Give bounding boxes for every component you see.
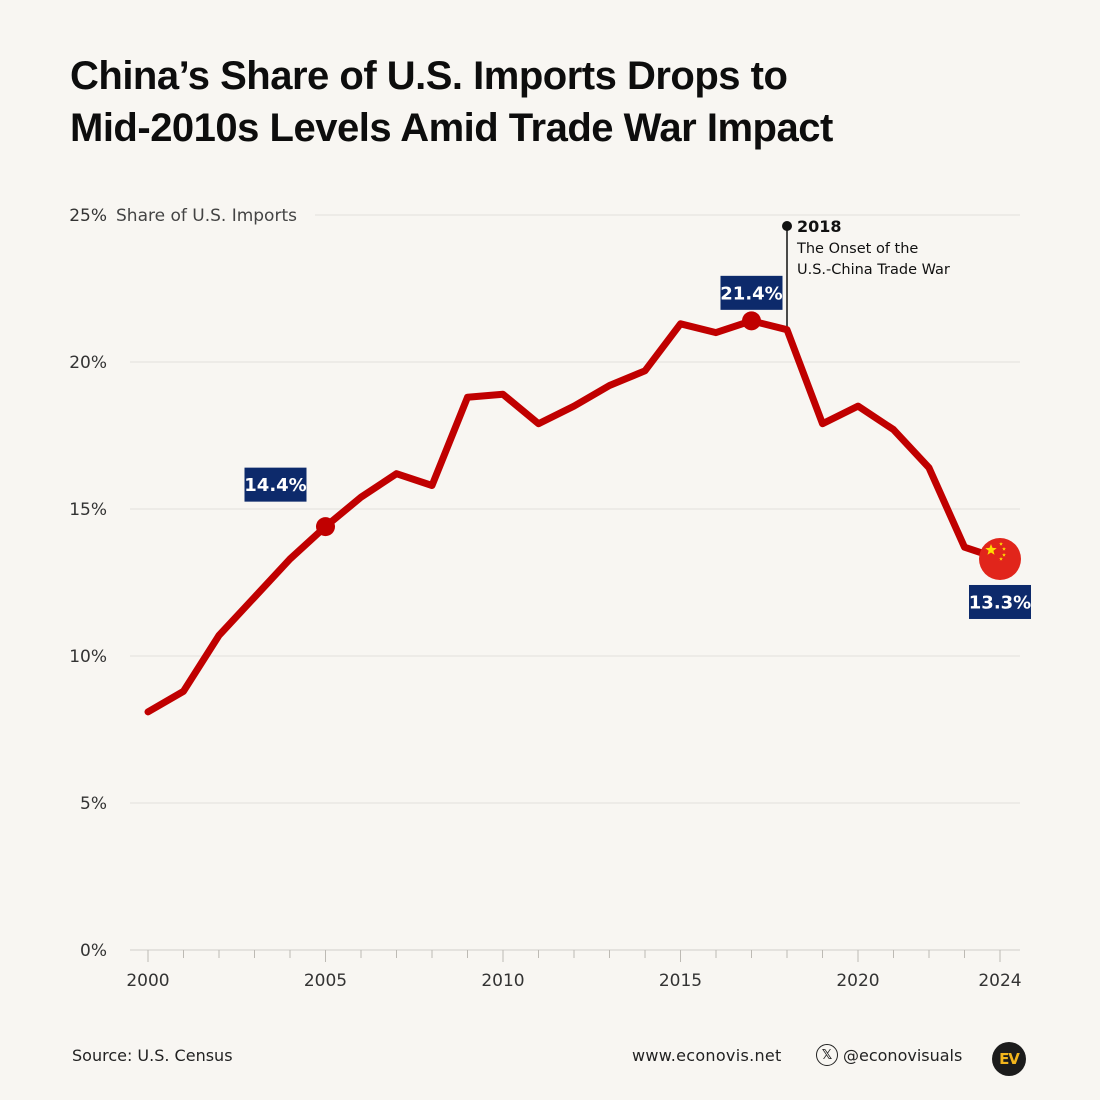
y-tick-label-10: 10% (69, 647, 107, 667)
x-tick-label-2020: 2020 (836, 971, 879, 991)
y-axis-label: Share of U.S. Imports (116, 206, 297, 226)
china-flag-icon (979, 537, 1021, 580)
flag-small-star-4 (999, 557, 1003, 561)
x-logo-icon: 𝕏 (816, 1044, 838, 1066)
trade-war-annotation: 2018 The Onset of the U.S.-China Trade W… (782, 217, 950, 330)
label-badge-2005-box (244, 467, 307, 502)
page-title: China’s Share of U.S. Imports Drops to M… (70, 50, 1030, 154)
social-handle-text: @econovisuals (843, 1045, 963, 1065)
y-tick-label-15: 15% (69, 500, 107, 520)
flag-small-star-1 (999, 542, 1003, 546)
annotation-year: 2018 (797, 217, 842, 236)
website-link[interactable]: www.econovis.net (632, 1046, 782, 1065)
x-tick-label-2005: 2005 (304, 971, 347, 991)
line-chart: 0% 5% 10% 15% 20% 25% Share of U.S. Imports 2… (69, 206, 1031, 991)
highlight-dot-2017 (742, 311, 761, 331)
flag-small-star-3 (1002, 553, 1006, 557)
flag-small-star-2 (1002, 547, 1006, 551)
title-line-2: Mid-2010s Levels Amid Trade War Impact (70, 106, 833, 150)
grid-layer (130, 214, 1020, 951)
label-badge-2024-box (969, 584, 1031, 619)
y-tick-label-0: 0% (80, 941, 107, 961)
highlight-dot-2005 (316, 517, 335, 537)
label-badge-2017-box (720, 275, 783, 310)
annotation-dot (782, 221, 792, 231)
source-note: Source: U.S. Census (72, 1046, 233, 1065)
y-tick-label-25: 25% (69, 206, 107, 226)
x-tick-label-2024: 2024 (978, 971, 1021, 991)
x-axis: 2000 2005 2010 2015 2020 2024 (126, 950, 1022, 991)
x-tick-label-2015: 2015 (659, 971, 702, 991)
social-handle[interactable]: 𝕏 @econovisuals (816, 1044, 962, 1066)
econovis-logo: EV (992, 1042, 1026, 1076)
annotation-text-line-2: U.S.-China Trade War (797, 262, 950, 278)
x-tick-label-2010: 2010 (481, 971, 524, 991)
y-tick-labels: 0% 5% 10% 15% 20% 25% (69, 206, 107, 961)
series-line-china-share (144, 317, 1004, 716)
annotation-text-line-1: The Onset of the (796, 241, 918, 257)
title-line-1: China’s Share of U.S. Imports Drops to (70, 54, 788, 98)
x-tick-label-2000: 2000 (126, 971, 169, 991)
y-tick-label-5: 5% (80, 794, 107, 814)
label-badge-2017-text: 21.4% (720, 283, 782, 304)
label-badge-2024-text: 13.3% (969, 592, 1031, 613)
label-badge-2005-text: 14.4% (244, 475, 306, 496)
highlight-markers: 14.4% 21.4% 13.3% (244, 275, 1031, 619)
y-tick-label-20: 20% (69, 353, 107, 373)
flag-big-star (985, 544, 997, 555)
